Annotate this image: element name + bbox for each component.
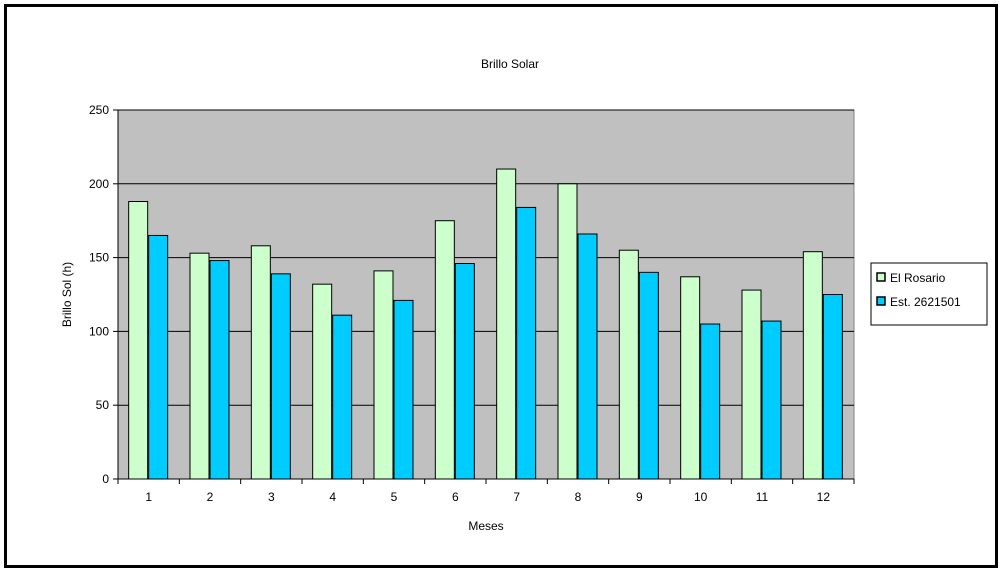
x-tick-label: 3 — [268, 490, 275, 504]
y-tick-label: 200 — [89, 177, 109, 191]
x-tick-label: 12 — [817, 490, 831, 504]
plot-area — [117, 109, 855, 480]
y-tick-label: 150 — [89, 251, 109, 265]
y-axis-title: Brillo Sol (h) — [60, 262, 74, 327]
x-tick-label: 7 — [513, 490, 520, 504]
x-tick-label: 6 — [452, 490, 459, 504]
legend-box — [870, 262, 988, 326]
bar-est-2621501-5 — [393, 299, 414, 480]
bar-est-2621501-11 — [761, 320, 782, 480]
y-tick-label: 250 — [89, 103, 109, 117]
x-tick-label: 2 — [207, 490, 214, 504]
bar-el-rosario-9 — [618, 249, 639, 480]
bar-est-2621501-1 — [148, 234, 169, 480]
bar-el-rosario-7 — [496, 168, 517, 480]
bar-est-2621501-3 — [270, 273, 291, 480]
bar-el-rosario-5 — [373, 270, 394, 480]
bar-el-rosario-4 — [312, 283, 333, 480]
axes — [113, 109, 855, 484]
bar-el-rosario-10 — [680, 276, 701, 480]
bar-est-2621501-6 — [454, 263, 475, 480]
gridlines — [118, 109, 854, 406]
x-tick-label: 8 — [575, 490, 582, 504]
bar-est-2621501-12 — [822, 294, 843, 480]
x-tick-label: 1 — [145, 490, 152, 504]
legend-swatch-est-2621501 — [876, 296, 886, 306]
bar-est-2621501-2 — [209, 260, 230, 480]
bar-el-rosario-2 — [189, 252, 210, 480]
x-tick-label: 10 — [694, 490, 708, 504]
bar-est-2621501-8 — [577, 233, 598, 480]
bar-el-rosario-8 — [557, 183, 578, 480]
chart-frame: 0 50 100 150 200 250 1 2 3 4 5 6 7 8 9 10 11 12 Brillo So… — [4, 4, 998, 568]
x-tick-label: 5 — [391, 490, 398, 504]
bar-el-rosario-12 — [802, 251, 823, 480]
x-axis-title: Meses — [468, 519, 503, 533]
x-tick-label: 4 — [329, 490, 336, 504]
bar-est-2621501-7 — [516, 206, 537, 480]
bar-el-rosario-3 — [250, 245, 271, 480]
bar-est-2621501-10 — [700, 323, 721, 480]
legend: El Rosario Est. 2621501 — [870, 262, 988, 326]
bars — [128, 168, 843, 480]
bar-el-rosario-11 — [741, 289, 762, 480]
legend-swatch-el-rosario — [876, 272, 886, 282]
bar-est-2621501-4 — [332, 314, 353, 480]
x-tick-label: 9 — [636, 490, 643, 504]
legend-label-est-2621501: Est. 2621501 — [890, 295, 961, 309]
legend-label-el-rosario: El Rosario — [890, 271, 946, 285]
y-tick-label: 50 — [96, 398, 110, 412]
chart-title: Brillo Solar — [481, 57, 539, 71]
bar-est-2621501-9 — [638, 271, 659, 480]
bar-el-rosario-1 — [128, 201, 149, 480]
y-tick-label: 0 — [102, 472, 109, 486]
bar-el-rosario-6 — [434, 220, 455, 480]
x-tick-label: 11 — [756, 490, 769, 504]
y-tick-label: 100 — [89, 324, 109, 338]
